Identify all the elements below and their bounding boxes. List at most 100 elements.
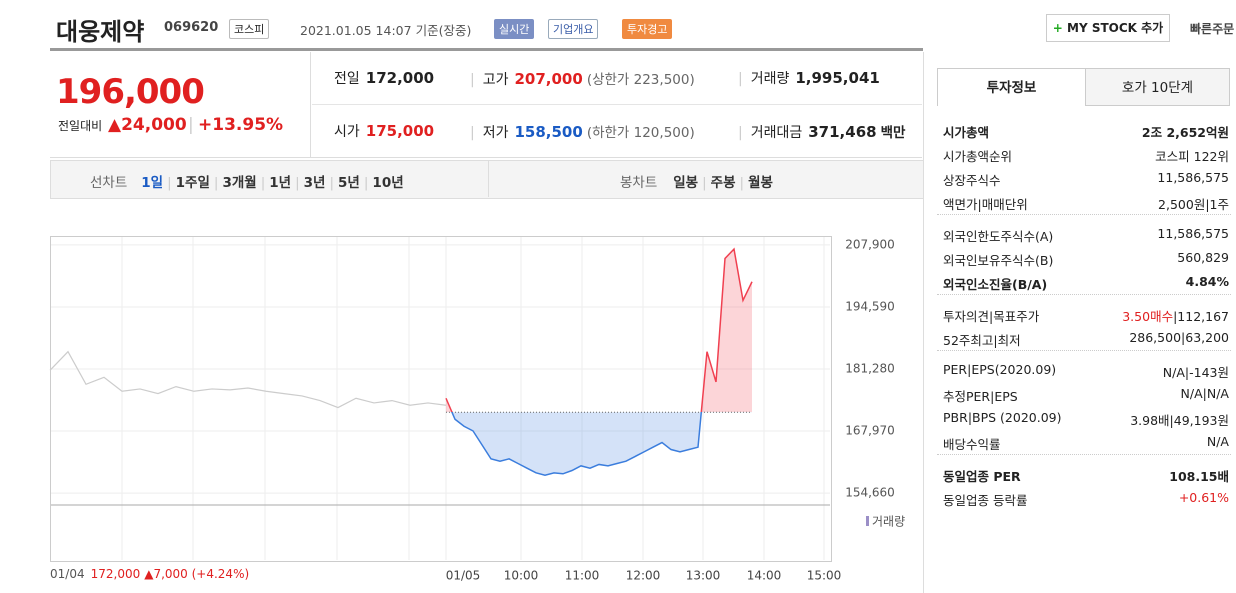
date: 2021.01.05 14:07 bbox=[300, 23, 412, 38]
value-part: +0.61% bbox=[1178, 490, 1229, 505]
value-part: N/A bbox=[1206, 434, 1229, 449]
toolbar bbox=[50, 160, 924, 199]
quick-order[interactable]: 빠른주문 bbox=[1190, 22, 1235, 36]
sep: | bbox=[213, 175, 219, 191]
mystock-button[interactable]: + MY STOCK 추가 bbox=[1046, 14, 1170, 42]
info-row: 동일업종 PER 108.15배 bbox=[943, 466, 1229, 485]
change: ▲24,000 bbox=[108, 115, 187, 135]
label-part: EPS(2020.09) bbox=[971, 362, 1057, 377]
sep: | bbox=[1181, 330, 1186, 345]
summary-extra: (하한가 120,500) bbox=[586, 125, 695, 141]
info-label: 외국인한도주식수(A) bbox=[943, 226, 1053, 245]
summary-extra: (상한가 223,500) bbox=[586, 72, 695, 88]
x-tick-label: 12:00 bbox=[626, 569, 661, 583]
info-value: N/A bbox=[1207, 434, 1229, 453]
sep: | bbox=[295, 175, 300, 191]
value-part: 3.50매수 bbox=[1122, 309, 1174, 324]
intraday-line bbox=[445, 247, 753, 476]
info-label: PER|EPS(2020.09) bbox=[943, 362, 1056, 381]
line-option[interactable]: 5년 bbox=[338, 175, 360, 191]
x-tick-label: 10:00 bbox=[504, 569, 539, 583]
company-button[interactable]: 기업개요 bbox=[548, 19, 599, 39]
info-row: 52주최고|최저 286,500|63,200 bbox=[943, 330, 1229, 349]
volume-label: 거래량 bbox=[872, 515, 905, 529]
value-part: 2조 2,652억원 bbox=[1141, 125, 1229, 140]
value-part: N/A bbox=[1206, 386, 1229, 401]
sep: | bbox=[993, 333, 998, 348]
line-option[interactable]: 1일 bbox=[141, 175, 164, 191]
label-part: EPS bbox=[994, 389, 1018, 404]
x-tick-label: 01/05 bbox=[446, 569, 481, 583]
info-row: PBR|BPS (2020.09) 3.98배|49,193원 bbox=[943, 410, 1229, 429]
value-part: 3.98배 bbox=[1130, 413, 1170, 428]
sep: | bbox=[1184, 365, 1190, 380]
line-option[interactable]: 1년 bbox=[269, 175, 292, 191]
info-row: 외국인한도주식수(A) 11,586,575 bbox=[943, 226, 1229, 245]
current-price: 196,000 bbox=[56, 72, 205, 112]
sep: | bbox=[990, 389, 995, 404]
sep: | bbox=[738, 71, 743, 87]
candle-option[interactable]: 일봉 bbox=[673, 175, 699, 191]
label-part: PBR bbox=[943, 410, 968, 425]
info-row: 외국인보유주식수(B) 560,829 bbox=[943, 250, 1229, 269]
label-part: PER bbox=[943, 362, 968, 377]
info-value: N/A|N/A bbox=[1181, 386, 1229, 405]
line-option[interactable]: 3개월 bbox=[222, 175, 257, 191]
summary-label: 거래량 bbox=[750, 71, 790, 87]
divider bbox=[923, 52, 924, 593]
x-tick-label: 13:00 bbox=[686, 569, 721, 583]
info-label: 동일업종 PER bbox=[943, 466, 1021, 485]
sep: | bbox=[167, 175, 172, 191]
label-part: 외국인소진율(B/A) bbox=[943, 277, 1048, 292]
value-part: -143원 bbox=[1189, 365, 1229, 380]
divider bbox=[937, 294, 1231, 295]
info-value: 11,586,575 bbox=[1157, 170, 1229, 189]
divider bbox=[937, 214, 1231, 215]
x-footer: 01/04 172,000 ▲7,000 (+4.24%) bbox=[50, 567, 249, 581]
line-option[interactable]: 10년 bbox=[372, 175, 404, 191]
summary-label: 전일 bbox=[334, 71, 360, 87]
info-row: 시가총액순위 코스피 122위 bbox=[943, 146, 1229, 165]
summary-cell: 시가 175,000 bbox=[334, 121, 434, 141]
label-part: 외국인한도주식수(A) bbox=[943, 229, 1054, 244]
sep: | bbox=[989, 309, 994, 324]
info-value: 4.84% bbox=[1186, 274, 1229, 293]
sep: | bbox=[329, 175, 335, 191]
sep: | bbox=[739, 175, 745, 191]
stock-code: 069620 bbox=[164, 20, 219, 35]
info-label: 배당수익률 bbox=[943, 434, 1001, 453]
value-part: 코스피 122위 bbox=[1155, 149, 1229, 164]
stock-name: 대웅제약 bbox=[56, 18, 145, 46]
tab[interactable]: 투자정보 bbox=[937, 68, 1086, 106]
legend-swatch bbox=[866, 516, 869, 526]
y-tick-label: 194,590 bbox=[845, 299, 895, 313]
info-value: 2,500원|1주 bbox=[1158, 194, 1229, 213]
realtime-button[interactable]: 실시간 bbox=[494, 19, 535, 39]
label-part: 외국인보유주식수(B) bbox=[943, 253, 1054, 268]
line-option[interactable]: 1주일 bbox=[175, 175, 210, 191]
info-row: 동일업종 등락률 +0.61% bbox=[943, 490, 1229, 509]
info-row: 액면가|매매단위 2,500원|1주 bbox=[943, 194, 1229, 213]
info-value: 2조 2,652억원 bbox=[1142, 122, 1229, 141]
label-part: 상장주식수 bbox=[943, 173, 1001, 188]
info-value: 3.50매수|112,167 bbox=[1122, 306, 1229, 325]
value-part: 49,193원 bbox=[1173, 413, 1229, 428]
line-option[interactable]: 3년 bbox=[303, 175, 326, 191]
sep: | bbox=[260, 175, 266, 191]
change-label: 전일대비 bbox=[58, 119, 103, 133]
candle-label: 봉차트 bbox=[620, 175, 658, 191]
y-tick-label: 207,900 bbox=[845, 237, 895, 251]
info-label: 추정PER|EPS bbox=[943, 386, 1018, 405]
value-part: 11,586,575 bbox=[1157, 226, 1229, 241]
info-value: N/A|-143원 bbox=[1163, 362, 1229, 381]
candle-option[interactable]: 주봉 bbox=[710, 175, 736, 191]
tab[interactable]: 호가 10단계 bbox=[1086, 68, 1230, 106]
summary-cell: | 거래대금 371,468 백만 bbox=[738, 121, 905, 142]
sep: | bbox=[1202, 386, 1207, 401]
info-label: 외국인보유주식수(B) bbox=[943, 250, 1053, 269]
value-part: N/A bbox=[1180, 386, 1203, 401]
info-label: 외국인소진율(B/A) bbox=[943, 274, 1047, 293]
candle-option[interactable]: 월봉 bbox=[748, 175, 773, 191]
prev-date: 01/04 bbox=[50, 567, 85, 581]
